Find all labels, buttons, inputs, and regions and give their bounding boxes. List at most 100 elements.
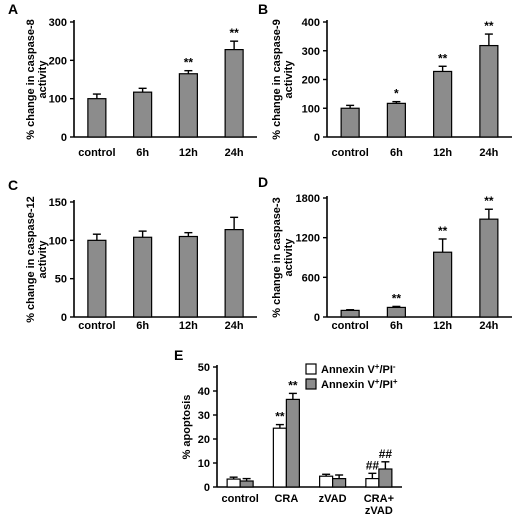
significance-label: ## bbox=[366, 458, 380, 472]
y-tick-label: 10 bbox=[198, 458, 210, 470]
y-tick-label: 100 bbox=[302, 103, 320, 115]
bar bbox=[87, 98, 107, 138]
x-tick-label: 24h bbox=[225, 147, 244, 159]
y-axis-label: % change in caspase-9 bbox=[271, 19, 283, 139]
x-tick-label: 12h bbox=[433, 320, 452, 332]
bar bbox=[319, 475, 334, 488]
bar bbox=[224, 48, 244, 138]
x-tick-label: zVAD bbox=[365, 505, 393, 517]
bar bbox=[178, 73, 198, 138]
x-tick-label: 6h bbox=[390, 147, 403, 159]
y-tick-label: 1200 bbox=[296, 233, 320, 245]
x-tick-label: CRA bbox=[274, 493, 298, 505]
x-tick-label: control bbox=[78, 320, 115, 332]
y-tick-label: 50 bbox=[55, 274, 67, 286]
y-tick-label: 100 bbox=[49, 94, 67, 106]
x-tick-label: control bbox=[78, 147, 115, 159]
significance-label: ## bbox=[379, 447, 393, 461]
significance-label: ** bbox=[438, 224, 448, 238]
y-tick-label: 0 bbox=[314, 132, 320, 144]
y-tick-label: 150 bbox=[49, 197, 67, 209]
legend-label: Annexin V+/PI+ bbox=[321, 377, 398, 391]
legend-swatch bbox=[305, 363, 317, 375]
y-tick-label: 50 bbox=[198, 362, 210, 374]
bar bbox=[479, 44, 499, 138]
significance-label: ** bbox=[184, 56, 194, 70]
bar bbox=[285, 398, 300, 488]
legend-label: Annexin V+/PI- bbox=[321, 362, 396, 376]
bar bbox=[386, 102, 406, 138]
bar bbox=[87, 239, 107, 318]
y-tick-label: 200 bbox=[302, 75, 320, 87]
panel-letter: A bbox=[8, 1, 18, 17]
bar bbox=[433, 251, 453, 318]
significance-label: ** bbox=[392, 291, 402, 305]
x-tick-label: 12h bbox=[433, 147, 452, 159]
y-tick-label: 300 bbox=[302, 46, 320, 58]
y-tick-label: 1800 bbox=[296, 193, 320, 205]
y-tick-label: 600 bbox=[302, 272, 320, 284]
bar bbox=[226, 478, 241, 488]
y-tick-label: 200 bbox=[49, 55, 67, 67]
x-tick-label: 24h bbox=[479, 147, 498, 159]
y-tick-label: 300 bbox=[49, 17, 67, 29]
significance-label: * bbox=[394, 87, 399, 101]
x-tick-label: 12h bbox=[179, 147, 198, 159]
bar bbox=[332, 478, 347, 488]
y-axis-label: activity bbox=[37, 240, 49, 279]
bar bbox=[340, 107, 360, 138]
bar bbox=[224, 229, 244, 318]
panel-letter: E bbox=[174, 347, 183, 363]
panel-letter: C bbox=[8, 177, 18, 193]
x-tick-label: zVAD bbox=[319, 493, 347, 505]
significance-label: ** bbox=[484, 194, 494, 208]
y-axis-label: % change in caspase-12 bbox=[25, 196, 37, 323]
bar bbox=[340, 309, 360, 318]
y-tick-label: 30 bbox=[198, 410, 210, 422]
y-tick-label: 40 bbox=[198, 386, 210, 398]
y-tick-label: 0 bbox=[314, 312, 320, 324]
bar bbox=[178, 235, 198, 318]
x-tick-label: control bbox=[331, 147, 368, 159]
bar bbox=[272, 427, 287, 488]
y-tick-label: 100 bbox=[49, 235, 67, 247]
x-tick-label: 12h bbox=[179, 320, 198, 332]
panel-letter: B bbox=[258, 1, 268, 17]
y-tick-label: 20 bbox=[198, 434, 210, 446]
x-tick-label: 6h bbox=[390, 320, 403, 332]
y-axis-label: activity bbox=[37, 60, 49, 99]
bar bbox=[239, 480, 254, 488]
x-tick-label: 24h bbox=[225, 320, 244, 332]
y-tick-label: 400 bbox=[302, 17, 320, 29]
x-tick-label: control bbox=[221, 493, 258, 505]
x-tick-label: 6h bbox=[136, 147, 149, 159]
x-tick-label: 24h bbox=[479, 320, 498, 332]
significance-label: ** bbox=[484, 19, 494, 33]
y-axis-label: % apoptosis bbox=[181, 395, 193, 460]
significance-label: ** bbox=[288, 378, 298, 392]
bar bbox=[386, 306, 406, 318]
bar bbox=[479, 218, 499, 318]
significance-label: ** bbox=[275, 410, 285, 424]
x-tick-label: 6h bbox=[136, 320, 149, 332]
bar bbox=[378, 468, 393, 488]
y-axis-label: activity bbox=[283, 238, 295, 277]
bar bbox=[133, 91, 153, 138]
x-tick-label: CRA+ bbox=[364, 493, 394, 505]
legend-swatch bbox=[305, 378, 317, 390]
x-tick-label: control bbox=[331, 320, 368, 332]
significance-label: ** bbox=[229, 26, 239, 40]
y-axis-label: % change in caspase-8 bbox=[25, 19, 37, 139]
panel-letter: D bbox=[258, 174, 268, 190]
bar bbox=[433, 70, 453, 138]
y-axis-label: % change in caspase-3 bbox=[271, 197, 283, 317]
significance-label: ** bbox=[438, 51, 448, 65]
bar bbox=[365, 478, 380, 488]
y-tick-label: 0 bbox=[204, 482, 210, 494]
y-tick-label: 0 bbox=[61, 312, 67, 324]
bar bbox=[133, 236, 153, 318]
y-tick-label: 0 bbox=[61, 132, 67, 144]
y-axis-label: activity bbox=[283, 60, 295, 99]
